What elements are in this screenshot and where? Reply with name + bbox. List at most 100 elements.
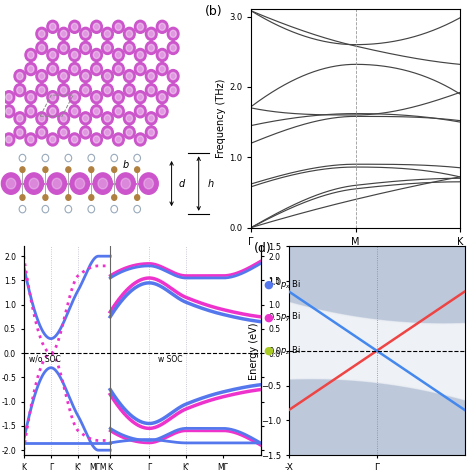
Circle shape <box>101 84 113 97</box>
Circle shape <box>112 133 124 146</box>
Text: ●: ● <box>263 312 273 323</box>
Circle shape <box>112 91 124 104</box>
Circle shape <box>47 63 59 75</box>
Text: w/o SOC: w/o SOC <box>29 355 61 364</box>
Text: (d): (d) <box>254 242 272 255</box>
Circle shape <box>135 195 140 201</box>
Circle shape <box>36 41 47 55</box>
Circle shape <box>137 23 144 30</box>
Circle shape <box>82 87 89 94</box>
Circle shape <box>91 91 102 104</box>
Circle shape <box>93 173 112 194</box>
Circle shape <box>148 87 155 94</box>
Circle shape <box>20 167 25 173</box>
Circle shape <box>124 70 135 82</box>
Circle shape <box>170 73 176 80</box>
Circle shape <box>14 84 26 97</box>
Circle shape <box>111 155 118 162</box>
Circle shape <box>115 23 122 30</box>
Circle shape <box>58 70 70 82</box>
Circle shape <box>36 112 47 125</box>
Circle shape <box>91 48 102 62</box>
Circle shape <box>82 73 89 80</box>
Circle shape <box>14 126 26 139</box>
Circle shape <box>124 84 135 97</box>
Circle shape <box>49 108 56 115</box>
Circle shape <box>137 65 144 73</box>
Circle shape <box>61 30 67 37</box>
Circle shape <box>27 51 34 59</box>
Circle shape <box>19 205 26 213</box>
Circle shape <box>61 87 67 94</box>
Circle shape <box>20 195 25 201</box>
Circle shape <box>43 195 48 201</box>
Circle shape <box>159 23 165 30</box>
Circle shape <box>170 45 176 52</box>
Circle shape <box>47 91 59 104</box>
Circle shape <box>42 205 49 213</box>
Circle shape <box>126 87 133 94</box>
Circle shape <box>27 94 34 101</box>
Circle shape <box>167 27 179 40</box>
Circle shape <box>38 45 45 52</box>
Circle shape <box>27 136 34 143</box>
Circle shape <box>104 73 110 80</box>
Circle shape <box>156 105 168 118</box>
Circle shape <box>156 20 168 33</box>
Circle shape <box>148 73 155 80</box>
Circle shape <box>91 133 102 146</box>
Circle shape <box>156 63 168 75</box>
Circle shape <box>134 155 140 162</box>
Circle shape <box>58 84 70 97</box>
Circle shape <box>42 155 49 162</box>
Circle shape <box>91 63 102 75</box>
Circle shape <box>137 94 144 101</box>
Circle shape <box>115 94 122 101</box>
Circle shape <box>167 84 179 97</box>
Circle shape <box>156 48 168 62</box>
Circle shape <box>112 105 124 118</box>
Circle shape <box>72 94 78 101</box>
Circle shape <box>17 73 23 80</box>
Circle shape <box>135 48 146 62</box>
Circle shape <box>36 84 47 97</box>
Circle shape <box>124 112 135 125</box>
Circle shape <box>72 51 78 59</box>
Circle shape <box>17 115 23 122</box>
Circle shape <box>115 65 122 73</box>
Circle shape <box>80 27 91 40</box>
Circle shape <box>69 133 81 146</box>
Circle shape <box>38 30 45 37</box>
Circle shape <box>66 167 71 173</box>
Circle shape <box>61 115 67 122</box>
Circle shape <box>101 27 113 40</box>
Circle shape <box>112 48 124 62</box>
Circle shape <box>137 136 144 143</box>
Circle shape <box>69 105 81 118</box>
Circle shape <box>6 178 16 189</box>
Text: h: h <box>208 179 214 189</box>
Y-axis label: Energy (eV): Energy (eV) <box>248 322 259 380</box>
Circle shape <box>146 126 157 139</box>
Circle shape <box>170 87 176 94</box>
Circle shape <box>80 41 91 55</box>
Circle shape <box>58 126 70 139</box>
Circle shape <box>148 115 155 122</box>
Circle shape <box>88 205 95 213</box>
Circle shape <box>3 105 15 118</box>
Circle shape <box>126 45 133 52</box>
Circle shape <box>72 136 78 143</box>
Text: $p_y$ Bi: $p_y$ Bi <box>280 311 301 324</box>
Circle shape <box>17 87 23 94</box>
Circle shape <box>89 167 94 173</box>
Circle shape <box>126 73 133 80</box>
Circle shape <box>135 105 146 118</box>
Circle shape <box>112 20 124 33</box>
Circle shape <box>25 91 36 104</box>
Circle shape <box>148 129 155 136</box>
Circle shape <box>82 115 89 122</box>
Circle shape <box>104 87 110 94</box>
Text: $p_z$ Bi: $p_z$ Bi <box>280 344 301 357</box>
Circle shape <box>36 70 47 82</box>
Circle shape <box>146 112 157 125</box>
